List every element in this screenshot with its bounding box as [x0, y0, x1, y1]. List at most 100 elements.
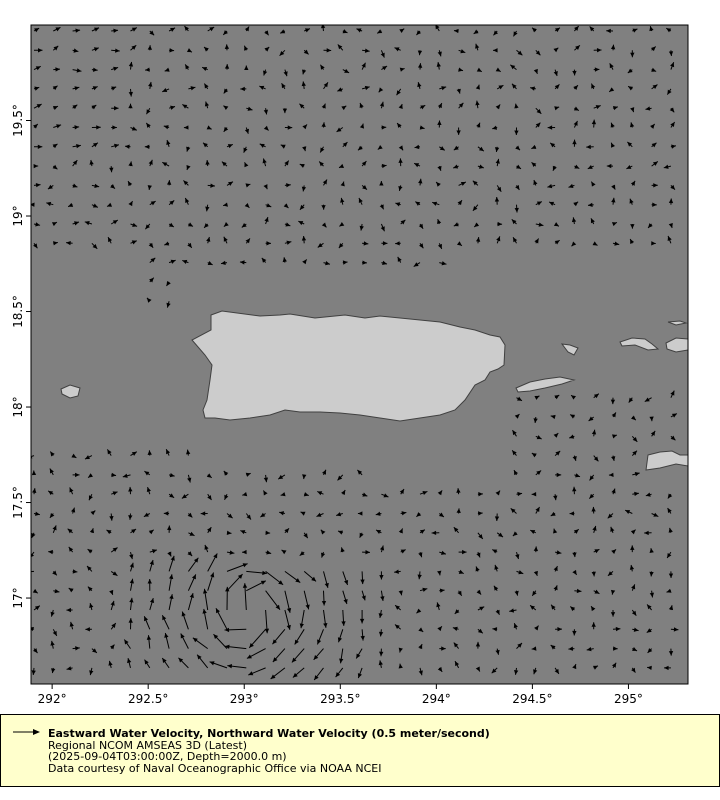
velocity-arrow: [650, 430, 656, 437]
velocity-arrow: [454, 660, 460, 669]
velocity-arrow: [340, 547, 345, 553]
velocity-arrow: [629, 238, 635, 245]
velocity-arrow: [572, 569, 578, 576]
velocity-arrow: [109, 513, 114, 521]
velocity-arrow: [612, 646, 618, 651]
velocity-arrow: [553, 494, 558, 501]
velocity-arrow: [593, 548, 600, 554]
velocity-arrow: [321, 551, 326, 558]
velocity-arrow: [183, 125, 189, 130]
velocity-arrow: [53, 26, 61, 32]
velocity-arrow: [629, 122, 635, 128]
velocity-arrow: [607, 513, 614, 519]
velocity-arrow: [670, 413, 678, 418]
velocity-arrow: [303, 571, 317, 582]
velocity-arrow: [200, 511, 208, 516]
velocity-arrow: [418, 667, 423, 676]
velocity-arrow: [645, 106, 652, 111]
velocity-arrow: [572, 139, 577, 147]
velocity-arrow: [399, 28, 405, 33]
velocity-arrow: [419, 125, 425, 130]
velocity-arrow: [491, 667, 498, 674]
velocity-arrow: [626, 164, 633, 170]
velocity-arrow: [91, 142, 99, 148]
velocity-arrow: [398, 185, 403, 191]
velocity-arrow: [148, 159, 153, 167]
velocity-arrow: [316, 629, 324, 645]
velocity-arrow: [182, 104, 189, 109]
velocity-arrow: [627, 68, 633, 74]
velocity-arrow: [68, 587, 74, 593]
velocity-arrow: [359, 102, 364, 109]
velocity-arrow: [572, 486, 577, 495]
velocity-arrow: [284, 527, 290, 534]
velocity-arrow: [492, 627, 498, 632]
velocity-arrow: [323, 48, 332, 53]
velocity-arrow: [53, 241, 58, 246]
velocity-arrow: [513, 30, 518, 37]
velocity-arrow: [84, 221, 93, 226]
velocity-arrow: [550, 604, 556, 611]
velocity-arrow: [511, 450, 517, 456]
y-tick-label: 17.5°: [11, 486, 25, 519]
velocity-arrow: [668, 605, 674, 611]
velocity-arrow: [453, 28, 459, 34]
velocity-arrow: [417, 82, 422, 90]
velocity-arrow: [67, 528, 73, 534]
velocity-arrow: [321, 103, 326, 109]
velocity-arrow: [301, 235, 307, 244]
velocity-arrow: [323, 609, 328, 628]
velocity-arrow: [192, 637, 208, 650]
velocity-arrow: [206, 473, 213, 479]
velocity-arrow: [419, 529, 426, 534]
velocity-arrow: [72, 143, 81, 149]
velocity-arrow: [33, 144, 43, 149]
velocity-arrow: [248, 667, 266, 676]
velocity-arrow: [207, 26, 215, 32]
velocity-arrow: [130, 451, 138, 457]
velocity-arrow: [553, 565, 558, 572]
velocity-arrow: [224, 493, 229, 500]
velocity-arrow: [280, 29, 286, 34]
velocity-arrow: [69, 487, 74, 495]
velocity-arrow: [649, 590, 655, 598]
velocity-arrow: [509, 608, 517, 613]
velocity-arrow: [417, 63, 423, 70]
velocity-arrow: [417, 571, 422, 580]
velocity-arrow: [265, 203, 272, 208]
velocity-arrow: [50, 640, 55, 649]
velocity-arrow: [89, 602, 94, 611]
velocity-arrow: [513, 623, 518, 630]
velocity-arrow: [161, 657, 170, 669]
velocity-arrow: [494, 513, 500, 522]
velocity-arrow: [590, 605, 596, 612]
velocity-arrow: [302, 474, 307, 480]
velocity-arrow: [52, 105, 59, 110]
velocity-arrow: [568, 183, 575, 189]
velocity-arrow: [476, 589, 482, 595]
velocity-arrow: [281, 83, 286, 90]
velocity-arrow: [53, 67, 61, 72]
velocity-arrow: [145, 67, 150, 72]
velocity-arrow: [394, 604, 402, 611]
velocity-arrow: [322, 469, 327, 476]
velocity-arrow: [568, 646, 575, 651]
velocity-arrow: [666, 551, 672, 559]
velocity-arrow: [535, 122, 541, 128]
x-axis: 292° 292.5° 293° 293.5° 294° 294.5° 295°: [38, 684, 643, 706]
velocity-arrow: [515, 184, 520, 191]
velocity-arrow: [323, 82, 329, 90]
velocity-arrow: [593, 589, 600, 595]
velocity-arrow: [399, 67, 405, 72]
velocity-arrow: [196, 654, 209, 669]
velocity-arrow: [316, 512, 324, 518]
velocity-arrow: [357, 469, 363, 476]
velocity-arrow: [593, 67, 600, 72]
velocity-arrow: [246, 570, 267, 576]
velocity-arrow: [224, 627, 247, 633]
velocity-arrow: [453, 145, 459, 151]
velocity-arrow: [630, 180, 636, 186]
velocity-arrow: [49, 468, 54, 476]
velocity-arrow: [149, 549, 158, 554]
velocity-arrow: [240, 86, 247, 92]
